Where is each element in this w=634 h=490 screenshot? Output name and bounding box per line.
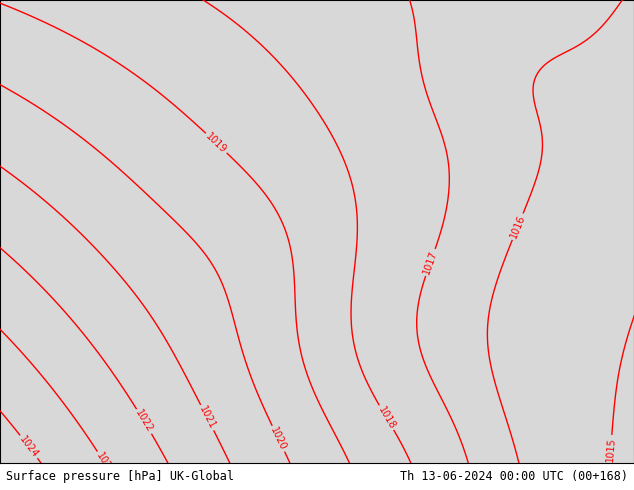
Text: 1019: 1019 xyxy=(204,131,229,155)
Text: 1016: 1016 xyxy=(508,214,527,240)
Text: 1021: 1021 xyxy=(197,404,217,431)
Text: Surface pressure [hPa] UK-Global: Surface pressure [hPa] UK-Global xyxy=(6,470,235,483)
Text: 1015: 1015 xyxy=(605,437,617,462)
Text: 1022: 1022 xyxy=(133,408,155,435)
Text: 1018: 1018 xyxy=(376,405,397,431)
Text: 1020: 1020 xyxy=(269,425,288,452)
Text: Th 13-06-2024 00:00 UTC (00+168): Th 13-06-2024 00:00 UTC (00+168) xyxy=(399,470,628,483)
Text: 1023: 1023 xyxy=(94,451,116,477)
Text: 1024: 1024 xyxy=(17,434,41,460)
Text: 1017: 1017 xyxy=(422,249,439,276)
